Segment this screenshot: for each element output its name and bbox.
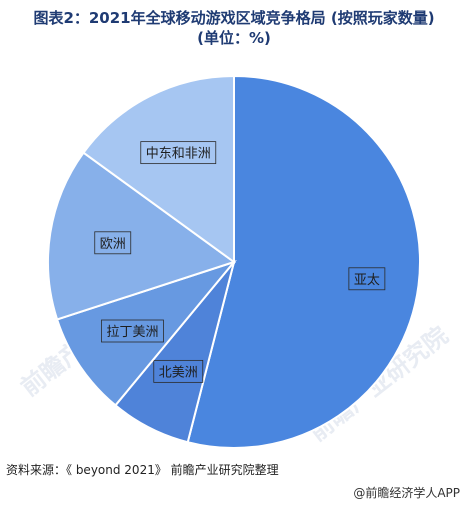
pie-slice-3 [55, 259, 237, 407]
footer-brand: @前瞻经济学人APP [353, 486, 460, 500]
chart-title-line1: 图表2：2021年全球移动游戏区域竞争格局 (按照玩家数量) [33, 9, 435, 27]
svg-text:亚太: 亚太 [354, 273, 380, 288]
chart-title: 图表2：2021年全球移动游戏区域竞争格局 (按照玩家数量) (单位：%) [0, 8, 468, 48]
slice-label-2: 北美洲 [153, 359, 204, 383]
slice-label-4: 欧洲 [94, 231, 132, 255]
slice-label-5: 中东和非洲 [140, 141, 217, 165]
source-note: 资料来源：《 beyond 2021》 前瞻产业研究院整理 [6, 463, 279, 477]
slice-label-3: 拉丁美洲 [101, 319, 164, 343]
svg-text:欧洲: 欧洲 [100, 237, 126, 252]
pie-slice-5 [82, 74, 235, 264]
pie-slice-4 [47, 151, 237, 321]
svg-text:拉丁美洲: 拉丁美洲 [106, 325, 158, 340]
pie-slice-1 [186, 74, 421, 449]
slice-label-1: 亚太 [348, 267, 386, 291]
svg-text:北美洲: 北美洲 [159, 365, 198, 380]
chart-title-line2: (单位：%) [197, 29, 271, 47]
svg-text:中东和非洲: 中东和非洲 [146, 147, 211, 162]
